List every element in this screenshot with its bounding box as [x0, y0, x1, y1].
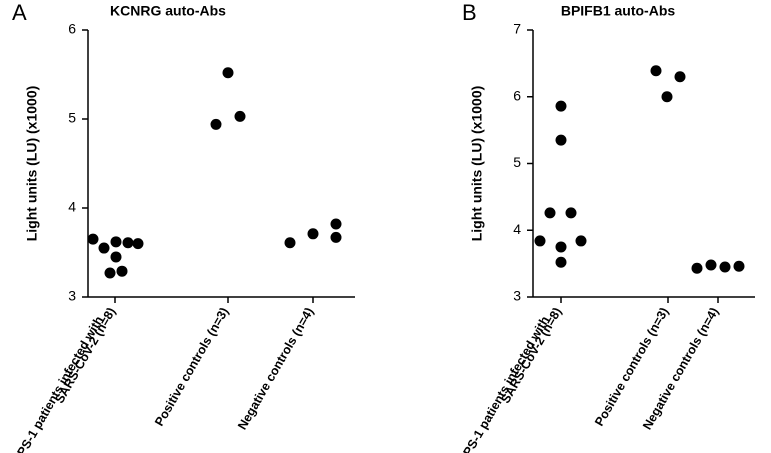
y-tick-label: 5 — [513, 154, 521, 170]
y-axis-label: Light units (LU) (x1000) — [469, 86, 485, 242]
data-point — [122, 237, 134, 249]
data-point — [575, 235, 587, 247]
data-point — [674, 71, 686, 83]
data-point — [661, 91, 673, 103]
data-point — [104, 267, 116, 279]
x-tick-label: Negative controls (n=4) — [235, 305, 316, 432]
y-tick-label: 7 — [513, 21, 521, 37]
data-point — [284, 237, 296, 249]
data-point — [307, 228, 319, 240]
data-point — [110, 251, 122, 263]
data-point — [222, 67, 234, 79]
data-point — [116, 265, 128, 277]
y-tick-label: 5 — [68, 110, 76, 126]
data-point — [234, 110, 246, 122]
data-point — [691, 262, 703, 274]
y-tick-label: 3 — [68, 288, 76, 304]
data-point — [330, 218, 342, 230]
y-tick-label: 6 — [68, 21, 76, 37]
data-point — [650, 65, 662, 77]
panel-label: A — [12, 0, 27, 25]
chart-title: KCNRG auto-Abs — [110, 3, 226, 19]
data-point — [705, 259, 717, 271]
chart-title: BPIFB1 auto-Abs — [561, 3, 676, 19]
data-point — [555, 241, 567, 253]
data-point — [719, 261, 731, 273]
y-tick-label: 6 — [513, 87, 521, 103]
y-tick-label: 4 — [513, 221, 521, 237]
data-point — [733, 260, 745, 272]
data-point — [98, 242, 110, 254]
data-point — [555, 134, 567, 146]
data-point — [565, 207, 577, 219]
data-point — [110, 236, 122, 248]
data-point — [555, 256, 567, 268]
data-point — [87, 233, 99, 245]
data-point — [544, 207, 556, 219]
data-point — [132, 238, 144, 250]
data-point — [210, 118, 222, 130]
y-axis-label: Light units (LU) (x1000) — [24, 86, 40, 242]
x-tick-label: Positive controls (n=3) — [152, 305, 231, 428]
y-tick-label: 3 — [513, 288, 521, 304]
data-point — [330, 231, 342, 243]
data-point — [555, 100, 567, 112]
x-tick-label: SARS-CoV-2 (n=8) — [498, 305, 564, 406]
data-point — [534, 235, 546, 247]
panel-label: B — [462, 0, 477, 25]
x-tick-label: SARS-CoV-2 (n=8) — [52, 305, 118, 406]
y-tick-label: 4 — [68, 199, 76, 215]
